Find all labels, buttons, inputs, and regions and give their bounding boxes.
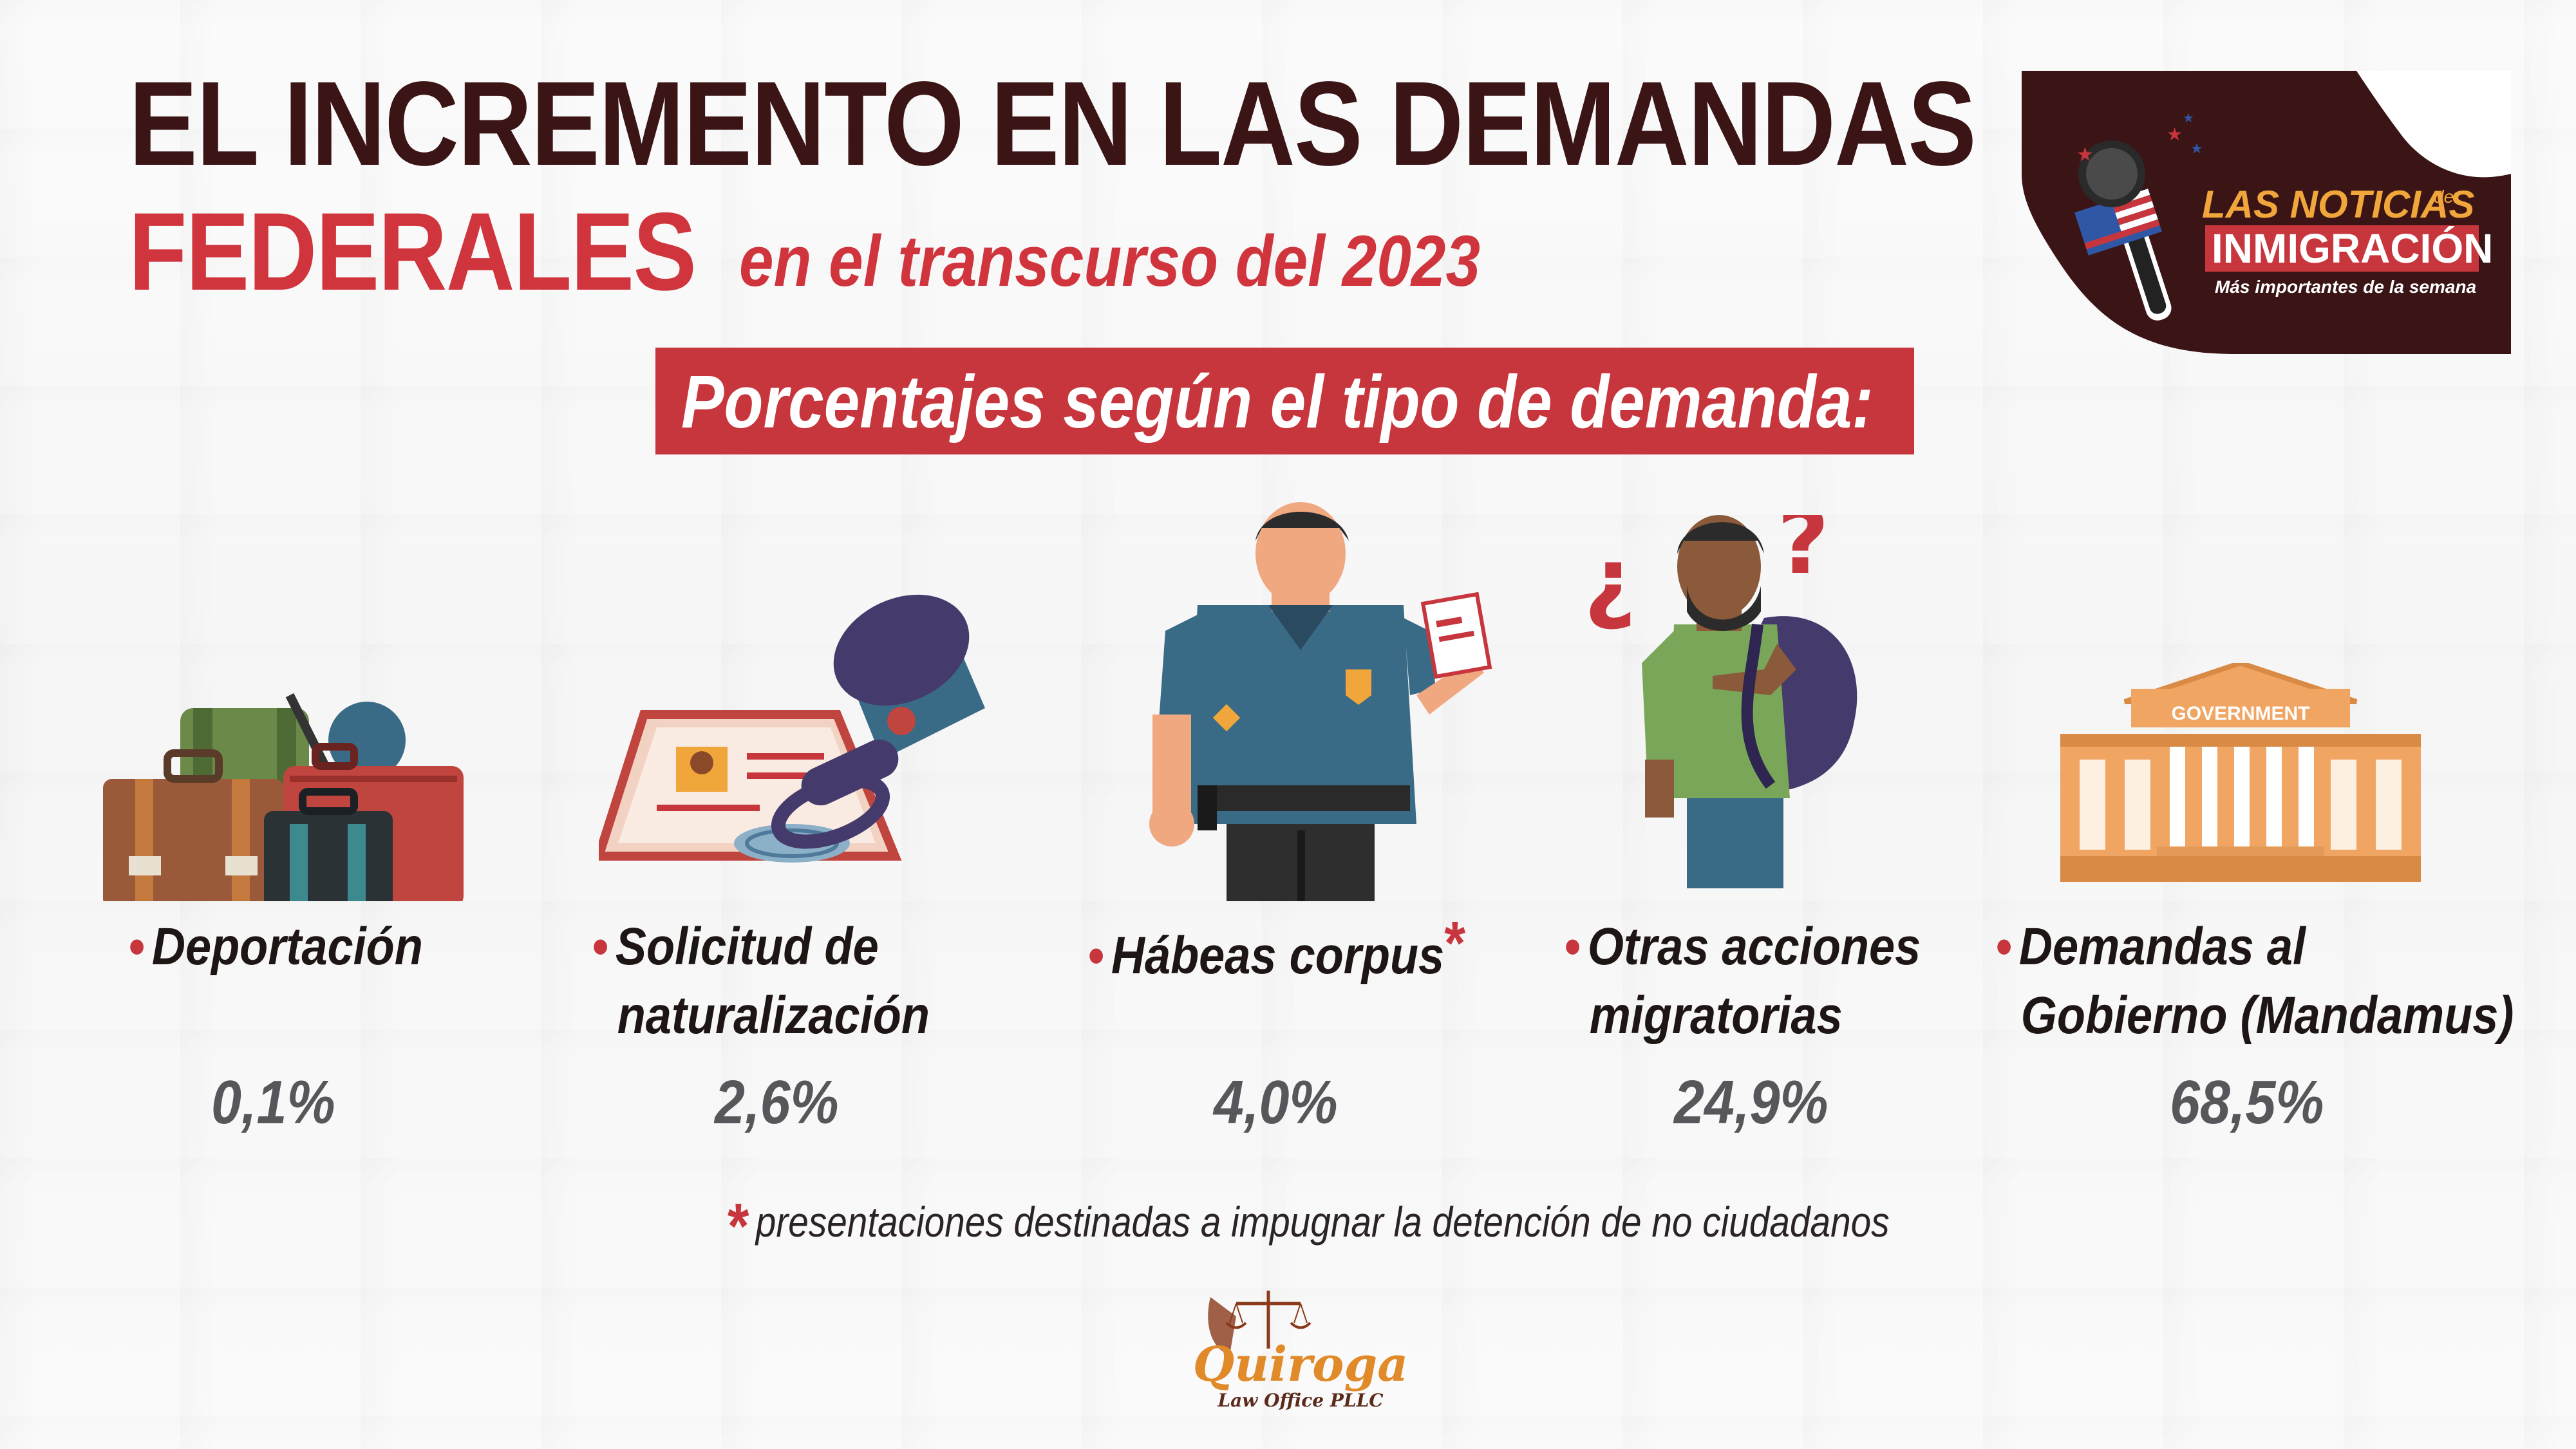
bullet-icon: • [592,917,609,976]
footnote: * presentaciones destinadas a impugnar la… [728,1190,1890,1262]
logo-de: de [2434,187,2454,207]
asterisk-icon: * [728,1190,749,1262]
category-label-deportacion: • Deportación [129,917,423,976]
value-deportacion: 0,1% [211,1068,335,1137]
svg-text:¿: ¿ [1584,528,1636,633]
brand-name: Quiroga [1193,1337,1408,1392]
scales-of-justice-icon [1208,1291,1312,1355]
asterisk-icon: * [1444,909,1466,978]
section-banner: Porcentajes según el tipo de demanda: [655,348,1914,454]
microphone-icon [2074,140,2172,321]
bullet-icon: • [1565,917,1581,976]
government-building-icon: GOVERNMENT [2060,663,2421,882]
bullet-icon: • [1996,917,2013,976]
logo-line-3: Más importantes de la semana [2215,277,2476,297]
value-naturalizacion: 2,6% [715,1068,839,1137]
quiroga-logo: Quiroga Law Office PLLC [1193,1291,1408,1411]
bullet-icon: • [1088,926,1105,985]
brand-sub: Law Office PLLC [1217,1390,1384,1411]
svg-text:?: ? [1777,515,1829,595]
svg-text:★: ★ [2183,110,2194,126]
stamp-document-icon [599,594,985,863]
section-banner-text: Porcentajes según el tipo de demanda: [681,360,1874,444]
news-logo: ★ ★ ★ ★ LAS NOTICIAS de INMIGRACIÓN Más … [2022,71,2511,354]
officer-icon [1149,502,1492,901]
headline-line-1: EL INCREMENTO EN LAS DEMANDAS [129,57,1977,191]
value-otras-acciones: 24,9% [1674,1068,1829,1137]
bullet-icon: • [129,917,146,976]
svg-text:★: ★ [2076,144,2094,166]
luggage-icon [103,693,464,901]
svg-text:★: ★ [2167,124,2183,145]
logo-line-1: LAS NOTICIAS [2202,183,2474,226]
logo-line-2: INMIGRACIÓN [2212,225,2493,272]
migrant-icon: ¿ ? [1584,515,1857,888]
headline-federales: FEDERALES [129,190,697,313]
category-label-naturalizacion: • Solicitud de naturalización [592,917,930,1045]
category-label-habeas-corpus: • Hábeas corpus* [1088,909,1466,985]
category-label-otras-acciones: • Otras acciones migratorias [1565,917,1921,1045]
category-label-mandamus: • Demandas al Gobierno (Mandamus) [1996,917,2514,1045]
value-habeas-corpus: 4,0% [1214,1068,1338,1137]
building-sign: GOVERNMENT [2171,703,2309,724]
headline-subtitle: en el transcurso del 2023 [739,221,1481,301]
value-mandamus: 68,5% [2170,1068,2324,1137]
svg-text:★: ★ [2190,141,2203,157]
